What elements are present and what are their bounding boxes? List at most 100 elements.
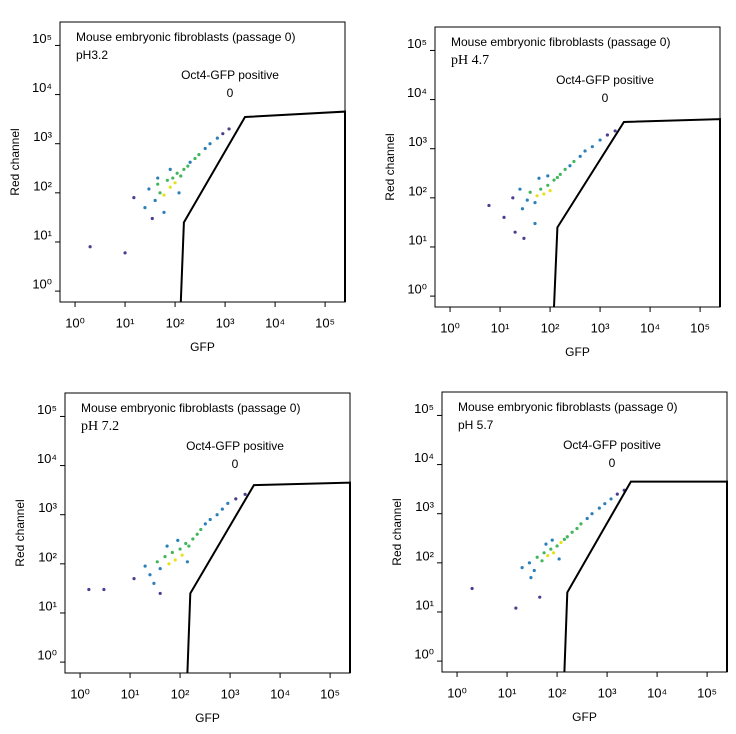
event-point	[186, 164, 190, 168]
event-point	[572, 159, 576, 164]
y-tick-label: 10¹	[408, 232, 427, 247]
x-tick-label: 10¹	[491, 320, 510, 335]
x-tick-label: 10³	[598, 685, 617, 700]
event-point	[123, 251, 127, 255]
event-point	[522, 236, 526, 240]
y-tick-label: 10²	[408, 183, 427, 198]
y-tick-label: 10³	[33, 129, 52, 144]
y-tick-label: 10²	[415, 548, 434, 563]
y-tick-label: 10²	[33, 178, 52, 193]
event-point	[570, 530, 574, 534]
chart-title: Mouse embryonic fibroblasts (passage 0)	[76, 30, 295, 44]
chart-title: Mouse embryonic fibroblasts (passage 0)	[451, 35, 670, 49]
event-point	[546, 174, 550, 178]
chart-subtitle: pH 7.2	[81, 419, 119, 434]
event-point	[162, 210, 166, 214]
event-point	[177, 191, 181, 195]
event-point	[487, 203, 491, 208]
event-point	[562, 537, 566, 541]
event-point	[188, 160, 192, 164]
gate-polygon	[179, 110, 346, 303]
event-point	[163, 555, 167, 559]
event-point	[234, 497, 238, 501]
y-tick-label: 10⁵	[407, 36, 427, 51]
event-point	[540, 559, 544, 563]
event-point	[579, 522, 583, 526]
event-point	[528, 190, 532, 194]
event-point	[578, 154, 582, 158]
event-point	[243, 492, 247, 496]
event-point	[551, 551, 556, 555]
x-tick-label: 10⁴	[647, 685, 667, 700]
y-axis-label: Red channel	[383, 133, 397, 200]
event-point	[544, 542, 548, 546]
event-point	[191, 537, 195, 541]
event-point	[565, 535, 569, 539]
y-tick-label: 10¹	[38, 598, 57, 613]
event-point	[170, 550, 174, 555]
event-point	[227, 127, 231, 131]
event-point	[542, 192, 546, 196]
event-point	[173, 181, 177, 185]
gate-polygon	[186, 481, 351, 674]
event-point	[203, 146, 207, 151]
event-point	[197, 153, 201, 157]
y-tick-label: 10⁰	[407, 282, 427, 297]
y-tick-label: 10⁰	[37, 648, 57, 663]
event-point	[559, 540, 563, 545]
y-tick-label: 10¹	[33, 227, 52, 242]
x-tick-label: 10¹	[498, 685, 517, 700]
event-point	[535, 194, 539, 198]
chart-subtitle: pH 4.7	[451, 53, 489, 68]
y-axis-label: Red channel	[390, 498, 404, 565]
event-point	[158, 566, 162, 571]
x-tick-label: 10⁰	[70, 686, 90, 701]
x-tick-label: 10²	[548, 685, 567, 700]
gate-label: Oct4-GFP positive	[563, 438, 661, 452]
event-point	[529, 576, 533, 580]
event-point	[147, 187, 151, 191]
event-point	[176, 538, 180, 542]
event-point	[208, 517, 212, 522]
chart-title: Mouse embryonic fibroblasts (passage 0)	[81, 401, 300, 415]
y-tick-label: 10⁴	[407, 85, 427, 100]
event-point	[148, 573, 152, 577]
event-point	[132, 577, 136, 581]
event-point	[555, 544, 559, 548]
event-point	[527, 561, 532, 565]
y-axis-label: Red channel	[13, 499, 27, 566]
gate-count: 0	[609, 456, 616, 470]
event-point	[215, 513, 219, 517]
event-point	[199, 527, 203, 532]
event-point	[156, 182, 160, 186]
event-point	[132, 195, 136, 200]
event-point	[143, 206, 147, 210]
event-point	[226, 501, 230, 505]
event-point	[583, 149, 587, 153]
y-tick-label: 10³	[408, 134, 427, 149]
chart-subtitle: pH 5.7	[458, 418, 494, 432]
event-point	[221, 132, 225, 136]
event-point	[575, 526, 579, 531]
event-point	[184, 541, 188, 546]
event-point	[180, 553, 184, 557]
event-point	[514, 606, 518, 610]
chart-subtitle: pH3.2	[76, 48, 108, 62]
x-axis-label: GFP	[565, 345, 590, 359]
x-tick-label: 10⁵	[315, 315, 335, 330]
plot-frame	[441, 391, 728, 673]
x-tick-label: 10⁵	[690, 320, 710, 335]
gate-polygon	[563, 480, 728, 673]
x-tick-label: 10¹	[121, 686, 140, 701]
event-point	[150, 216, 154, 221]
x-tick-label: 10³	[221, 686, 240, 701]
event-point	[555, 175, 559, 180]
event-point	[539, 187, 543, 191]
y-tick-label: 10⁵	[414, 401, 434, 416]
event-point	[615, 492, 619, 496]
y-tick-label: 10⁵	[37, 402, 57, 417]
x-tick-label: 10⁵	[320, 686, 340, 701]
x-axis-label: GFP	[190, 340, 215, 354]
